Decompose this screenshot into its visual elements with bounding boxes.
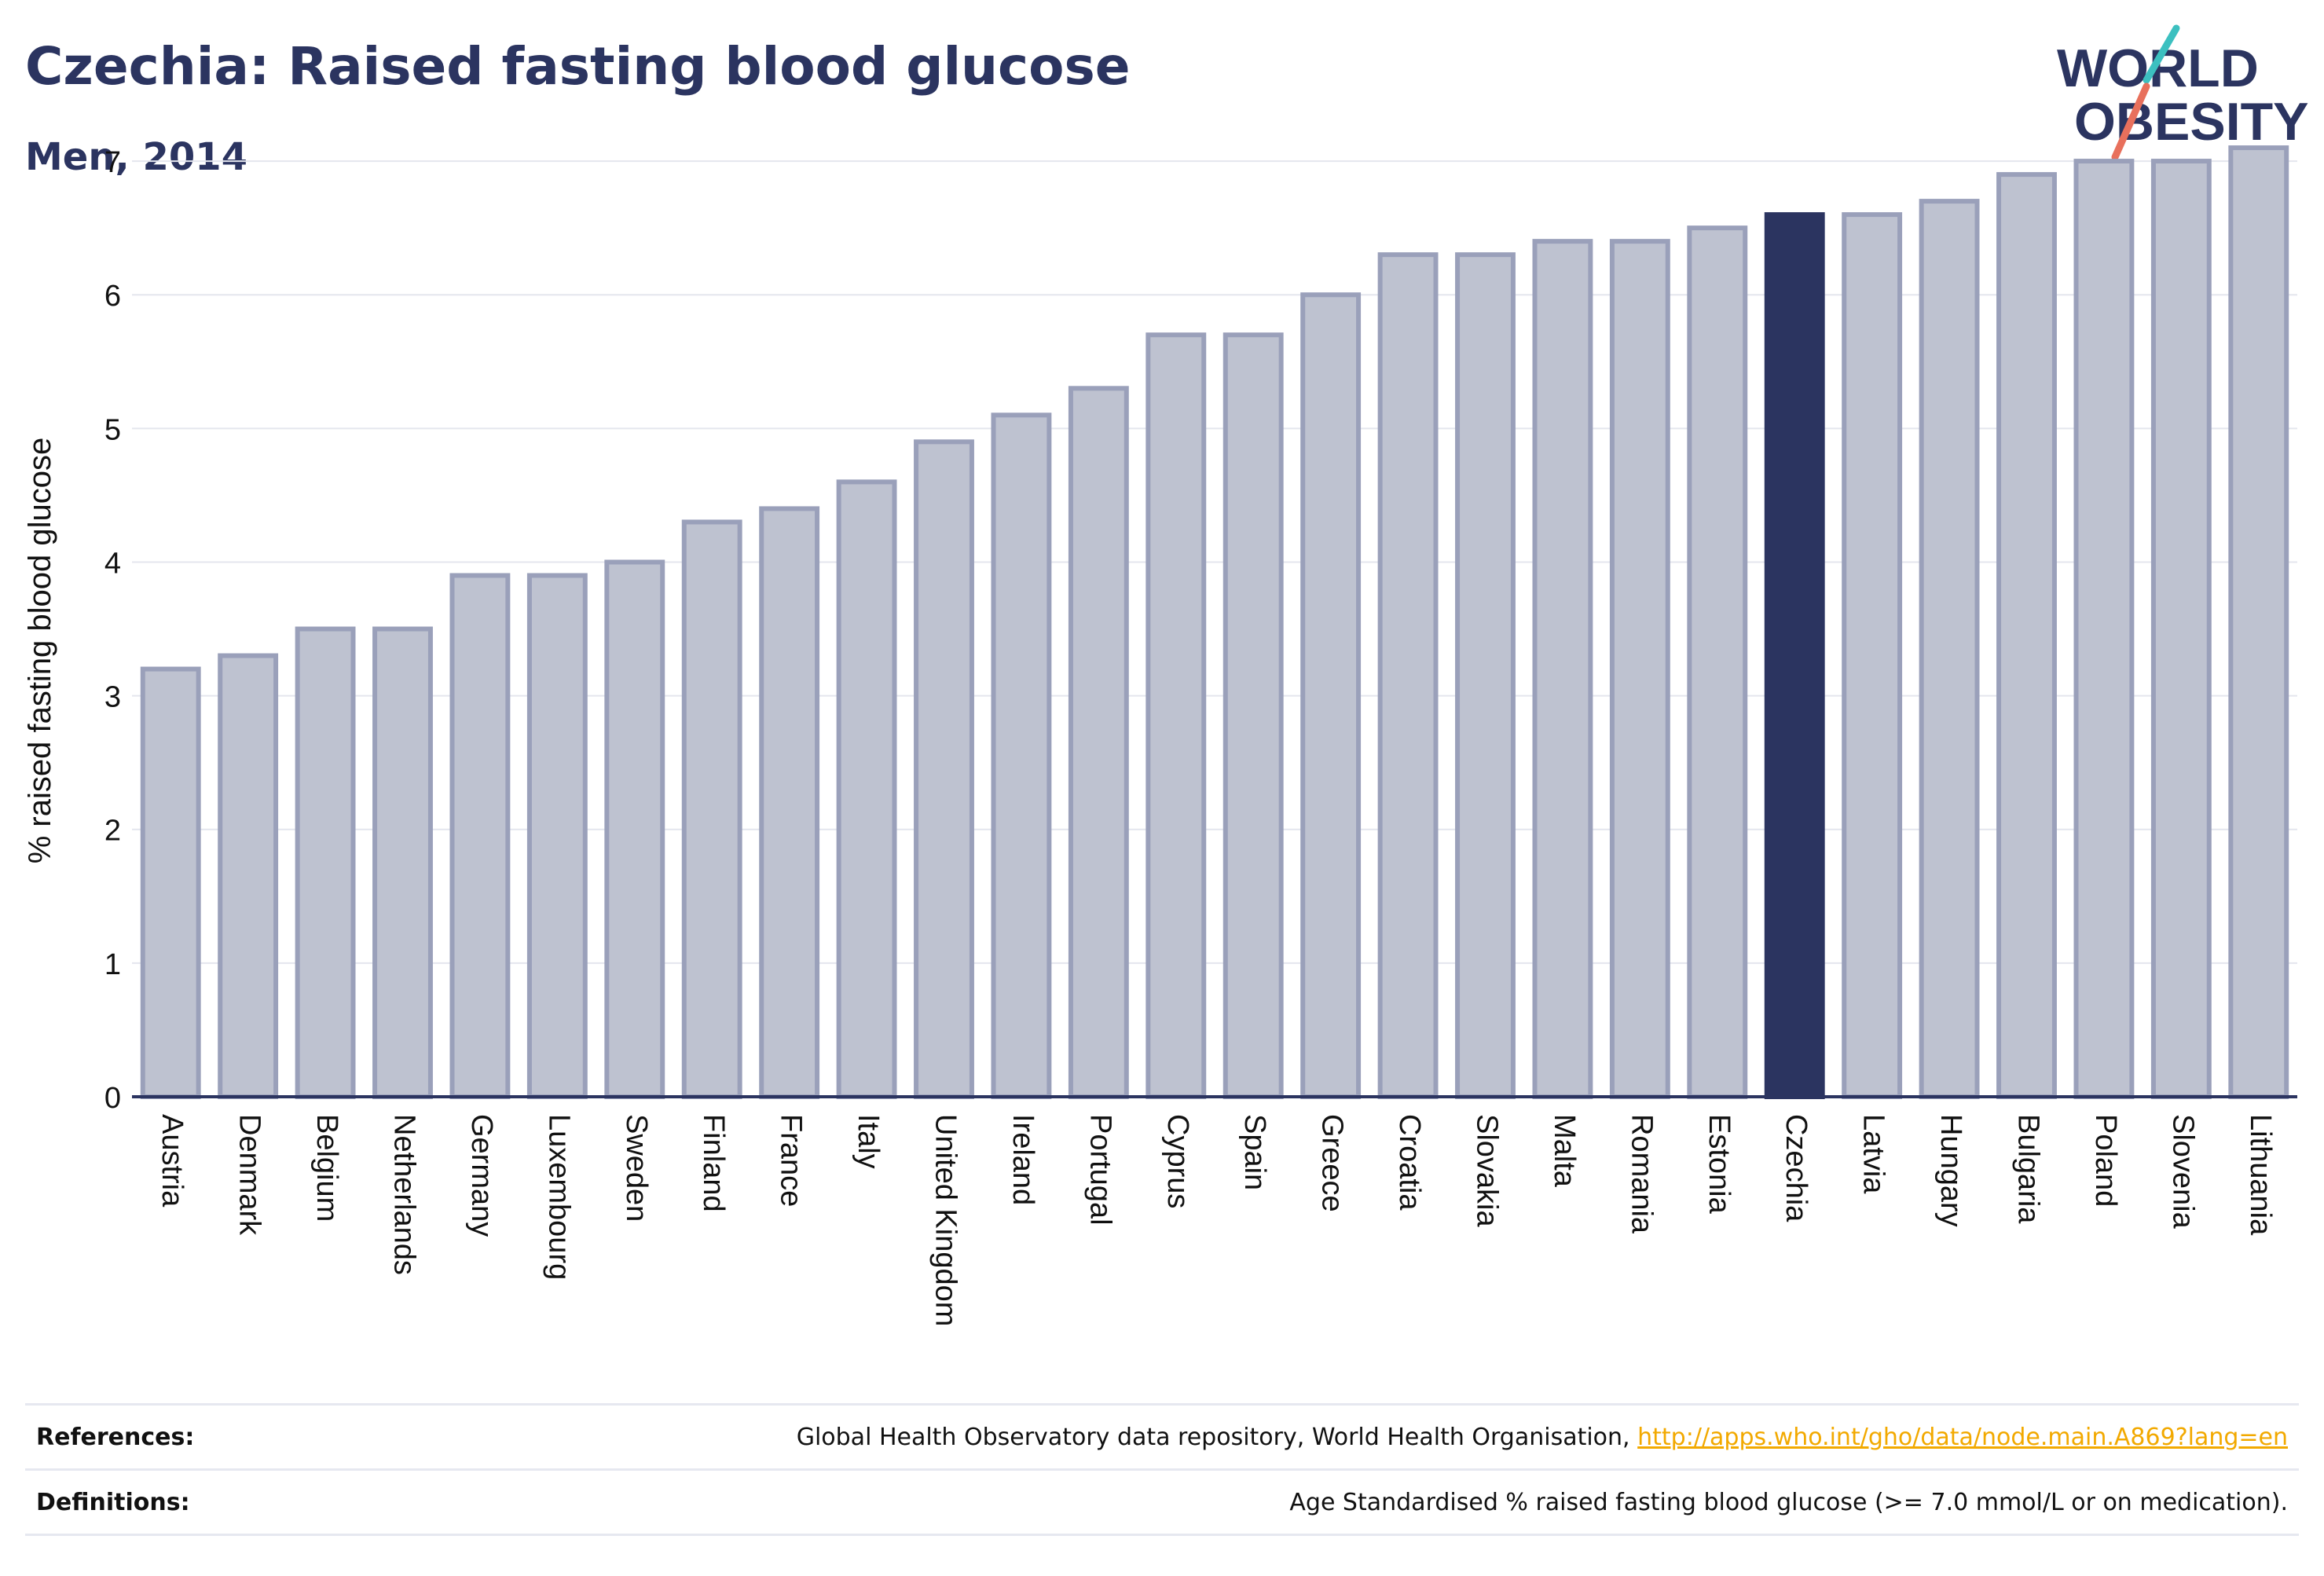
x-tick-label: Czechia [1780, 1114, 1813, 1222]
y-tick-label: 6 [104, 280, 121, 313]
bar-germany [449, 573, 511, 1099]
bar-portugal [1068, 386, 1129, 1099]
x-tick-label: Italy [852, 1114, 885, 1169]
x-tick-label: Malta [1548, 1114, 1581, 1188]
page-title: Czechia: Raised fasting blood glucose [25, 36, 1131, 97]
bar-finland [681, 519, 742, 1099]
y-tick-label: 4 [104, 547, 121, 580]
bar-bulgaria [1996, 172, 2057, 1100]
x-tick-label: Lithuania [2244, 1114, 2277, 1236]
footer: References: Global Health Observatory da… [25, 1403, 2299, 1536]
logo-line-world: WORLD [2057, 38, 2259, 98]
x-tick-label: Germany [465, 1114, 498, 1237]
world-obesity-logo: WORLD OBESITY [2057, 24, 2309, 161]
bar-belgium [295, 626, 356, 1099]
page-subtitle: Men, 2014 [25, 135, 248, 179]
bar-slovenia [2150, 159, 2212, 1100]
definitions-label: Definitions: [36, 1488, 190, 1516]
bar-france [759, 506, 820, 1099]
bar-spain [1222, 332, 1284, 1099]
bar-czechia [1764, 212, 1825, 1099]
x-tick-label: Sweden [620, 1114, 653, 1222]
bar-latvia [1842, 212, 1903, 1099]
x-tick-label: Ireland [1006, 1114, 1039, 1205]
y-tick-label: 2 [104, 815, 121, 848]
x-tick-label: Bulgaria [2011, 1114, 2044, 1224]
x-tick-label: Poland [2089, 1114, 2122, 1207]
x-tick-label: Hungary [1934, 1114, 1967, 1227]
definitions-row: Definitions: Age Standardised % raised f… [25, 1468, 2299, 1536]
x-tick-label: Croatia [1393, 1114, 1426, 1211]
references-label: References: [36, 1423, 195, 1451]
bar-sweden [604, 559, 665, 1099]
y-tick-label: 7 [104, 146, 121, 179]
bar-ireland [991, 412, 1052, 1099]
x-tick-label: Spain [1238, 1114, 1271, 1190]
bar-cyprus [1146, 332, 1207, 1099]
logo-slash-teal [2143, 24, 2180, 84]
y-tick-label: 1 [104, 948, 121, 981]
bar-romania [1609, 239, 1670, 1100]
logo-line-obesity: OBESITY [2074, 92, 2309, 152]
references-text: Global Health Observatory data repositor… [796, 1423, 1630, 1451]
x-tick-label: Netherlands [387, 1114, 420, 1275]
bar-denmark [218, 653, 279, 1099]
logo-slash-coral [2111, 82, 2150, 161]
bar-netherlands [372, 626, 433, 1099]
x-tick-label: Austria [156, 1114, 189, 1208]
x-tick-label: Greece [1316, 1114, 1349, 1212]
x-tick-label: Slovakia [1470, 1114, 1503, 1227]
axes: 0 1 2 3 4 5 6 7 Austria Denmark Belgium Netherlands… [104, 146, 2297, 1326]
x-tick-label: Denmark [233, 1114, 266, 1236]
bar-hungary [1919, 199, 1980, 1099]
references-link[interactable]: http://apps.who.int/gho/data/node.main.A… [1637, 1423, 2288, 1451]
x-tick-label: Portugal [1083, 1114, 1116, 1226]
x-tick-label: Belgium [310, 1114, 343, 1222]
bar-italy [836, 479, 897, 1099]
x-tick-label: Slovenia [2166, 1114, 2199, 1230]
bar-greece [1300, 292, 1362, 1099]
bar-slovakia [1455, 252, 1516, 1099]
y-tick-label: 5 [104, 413, 121, 446]
bar-lithuania [2228, 145, 2289, 1099]
bar-luxembourg [526, 573, 588, 1099]
y-axis-label: % raised fasting blood glucose [23, 438, 57, 864]
references-value: Global Health Observatory data repositor… [797, 1424, 2288, 1451]
bar-austria [140, 666, 201, 1099]
bars [140, 145, 2289, 1100]
x-tick-label: Cyprus [1161, 1114, 1194, 1208]
bar-chart: 0 1 2 3 4 5 6 7 Austria Denmark Belgium Netherlands… [23, 145, 2297, 1326]
y-tick-label: 0 [104, 1082, 121, 1115]
x-tick-label: United Kingdom [929, 1114, 962, 1326]
x-tick-label: France [775, 1114, 808, 1207]
bar-poland [2073, 159, 2135, 1100]
x-tick-label: Finland [697, 1114, 730, 1212]
x-tick-label: Romania [1625, 1114, 1658, 1234]
y-tick-label: 3 [104, 681, 121, 714]
definitions-text: Age Standardised % raised fasting blood … [1289, 1488, 2288, 1516]
references-row: References: Global Health Observatory da… [25, 1403, 2299, 1468]
bar-estonia [1687, 225, 1748, 1100]
x-tick-label: Latvia [1857, 1114, 1890, 1194]
bar-united-kingdom [914, 439, 974, 1099]
x-tick-label: Estonia [1703, 1114, 1736, 1215]
bar-croatia [1377, 252, 1439, 1099]
x-tick-label: Luxembourg [542, 1114, 575, 1280]
bar-malta [1532, 239, 1593, 1100]
